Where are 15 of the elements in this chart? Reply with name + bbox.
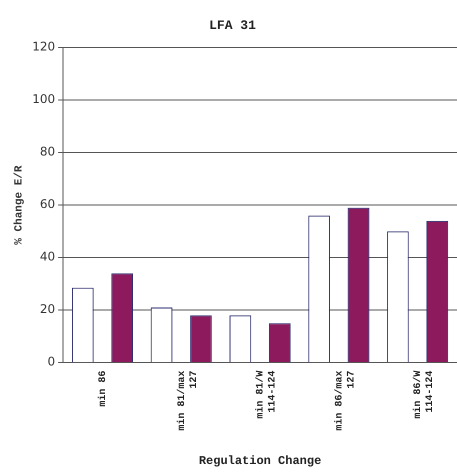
y-tick-label: 0 xyxy=(47,354,56,369)
y-tick-label: 120 xyxy=(32,40,56,54)
x-tick-label: min 81/max 127 xyxy=(176,370,200,431)
chart-title: LFA 31 xyxy=(209,18,256,34)
y-tick-label: 20 xyxy=(40,302,56,316)
x-axis-title: Regulation Change xyxy=(198,454,322,468)
y-tick-label: 60 xyxy=(40,197,56,212)
y-tick-label: 80 xyxy=(40,144,56,159)
x-tick-label: min 86 xyxy=(97,370,110,407)
y-axis-title: % Change E/R xyxy=(13,165,26,245)
y-tick-label: 100 xyxy=(32,92,56,106)
x-tick-label: min 81/W 114-124 xyxy=(254,370,279,419)
y-tick-label: 40 xyxy=(40,250,56,264)
x-tick-label: min 86/max 127 xyxy=(333,370,358,431)
x-tick-label: min 86/W 114-124 xyxy=(412,370,436,419)
